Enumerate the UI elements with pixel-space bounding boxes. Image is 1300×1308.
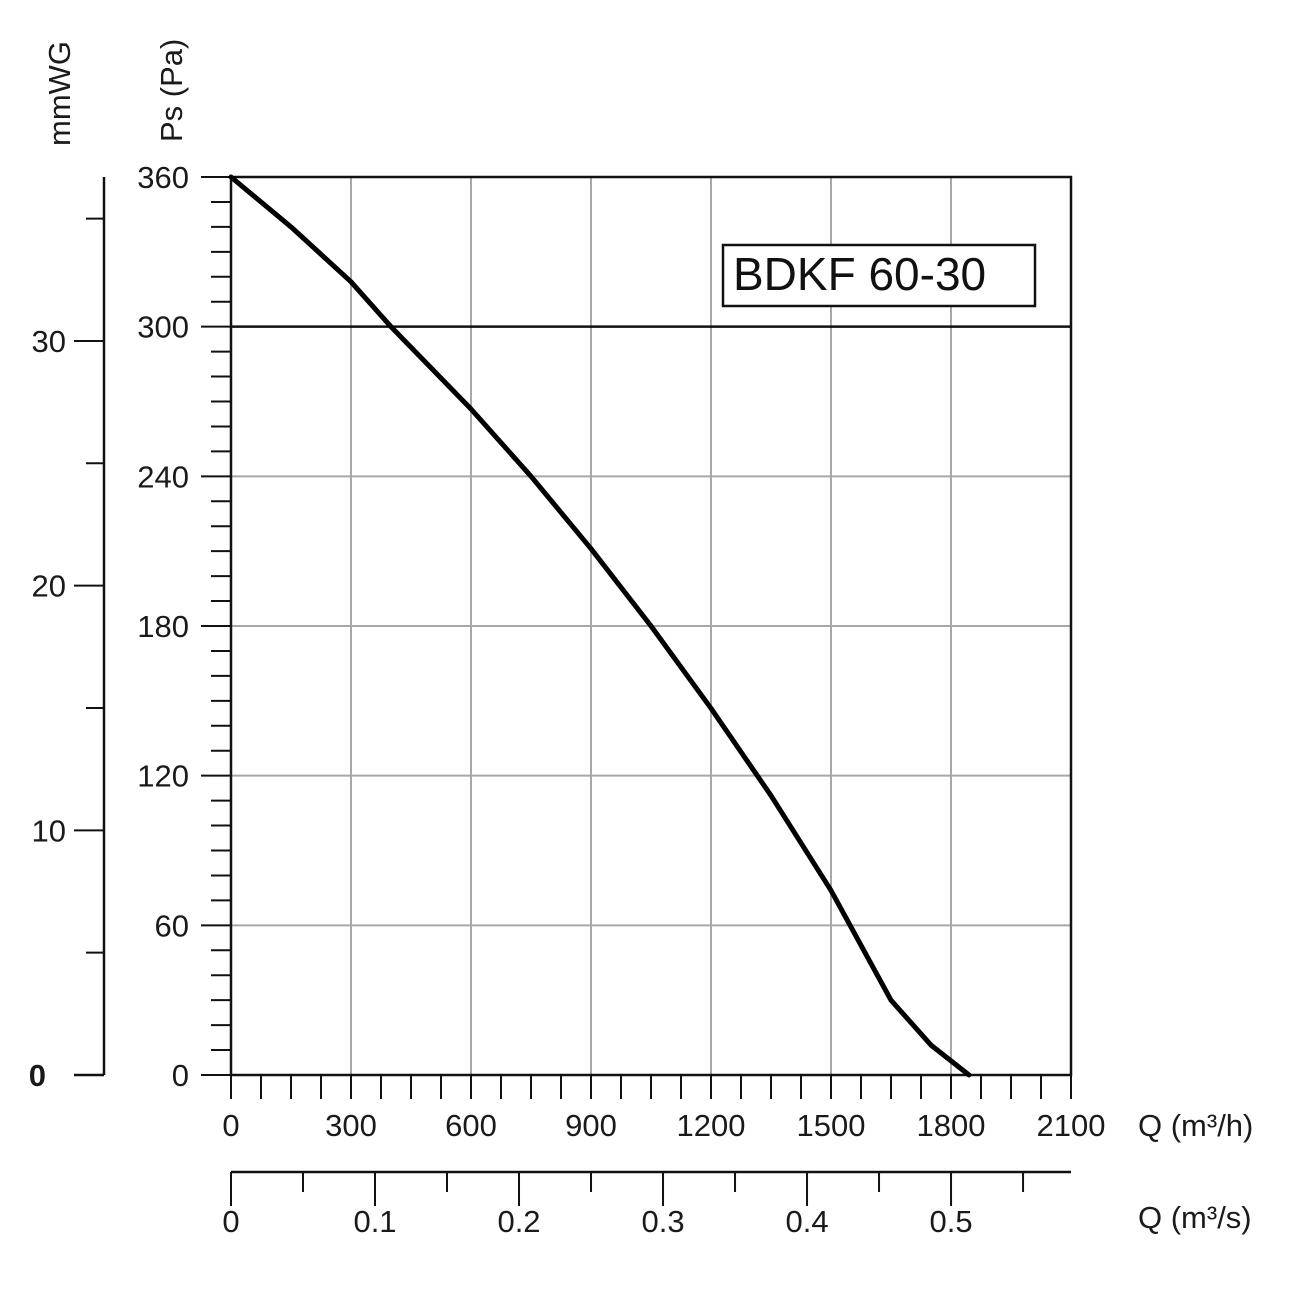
x-tick-label: 1800	[917, 1108, 986, 1143]
secondary-y-axis-label: mmWG	[42, 41, 77, 146]
y-tick-label: 60	[155, 908, 189, 943]
secondary-x-axis-label: Q (m³/s)	[1138, 1200, 1252, 1235]
y-tick-label: 360	[137, 160, 189, 195]
y-tick-label: 300	[137, 310, 189, 345]
x-tick-label: 900	[565, 1108, 617, 1143]
secondary-x-tick-label: 0.4	[785, 1204, 828, 1239]
secondary-y-tick-label: 10	[32, 813, 66, 848]
y-tick-label: 240	[137, 459, 189, 494]
y-tick-label: 0	[172, 1058, 189, 1093]
x-axis-label: Q (m³/h)	[1138, 1108, 1253, 1143]
secondary-y-tick-label: 0	[29, 1058, 46, 1093]
chart-title-box: BDKF 60-30	[721, 243, 1037, 308]
performance-curve	[228, 174, 972, 1078]
x-tick-label: 0	[222, 1108, 239, 1143]
x-tick-label: 1500	[797, 1108, 866, 1143]
x-tick-label: 300	[325, 1108, 377, 1143]
y-axis-label: Ps (Pa)	[154, 39, 189, 142]
secondary-x-tick-label: 0.2	[497, 1204, 540, 1239]
x-tick-label: 600	[445, 1108, 497, 1143]
secondary-x-tick-label: 0.1	[353, 1204, 396, 1239]
y-tick-label: 120	[137, 759, 189, 794]
secondary-y-tick-label: 20	[32, 569, 66, 604]
x-tick-label: 2100	[1037, 1108, 1106, 1143]
y-tick-label: 180	[137, 609, 189, 644]
x-tick-label: 1200	[677, 1108, 746, 1143]
secondary-x-tick-label: 0.5	[929, 1204, 972, 1239]
secondary-x-tick-label: 0.3	[641, 1204, 684, 1239]
secondary-x-tick-label: 0	[222, 1204, 239, 1239]
secondary-y-tick-label: 30	[32, 324, 66, 359]
ticks	[74, 176, 1072, 1206]
chart-title: BDKF 60-30	[733, 248, 986, 300]
